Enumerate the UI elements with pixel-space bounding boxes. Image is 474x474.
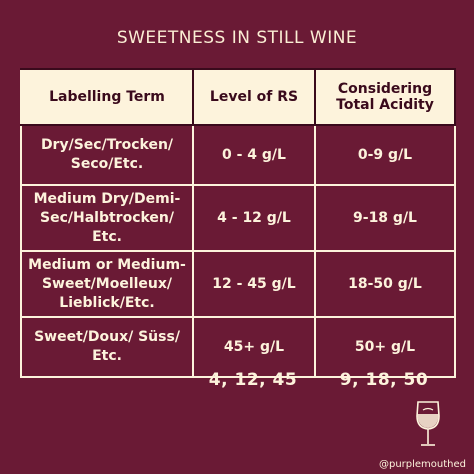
table-row: Dry/Sec/Trocken/ Seco/Etc. 0 - 4 g/L 0-9… <box>20 124 456 186</box>
table-header-row: Labelling Term Level of RS Considering T… <box>20 68 456 126</box>
cell-ta: 50+ g/L <box>314 316 456 378</box>
sweetness-table: Labelling Term Level of RS Considering T… <box>20 68 456 378</box>
cell-ta: 0-9 g/L <box>314 124 456 186</box>
cell-term: Sweet/Doux/ Süss/ Etc. <box>20 316 194 378</box>
cell-ta: 18-50 g/L <box>314 250 456 318</box>
header-total-acidity: Considering Total Acidity <box>314 68 456 126</box>
sweetness-table-container: Labelling Term Level of RS Considering T… <box>20 68 456 378</box>
wine-glass-icon <box>416 401 440 446</box>
cell-ta: 9-18 g/L <box>314 184 456 252</box>
cell-rs: 12 - 45 g/L <box>192 250 316 318</box>
header-labelling-term: Labelling Term <box>20 68 194 126</box>
summary-ta-thresholds: 9, 18, 50 <box>339 370 429 390</box>
table-row: Medium Dry/Demi-Sec/Halbtrocken/ Etc. 4 … <box>20 184 456 252</box>
cell-rs: 0 - 4 g/L <box>192 124 316 186</box>
cell-term: Dry/Sec/Trocken/ Seco/Etc. <box>20 124 194 186</box>
social-handle: @purplemouthed <box>378 459 466 470</box>
cell-term: Medium Dry/Demi-Sec/Halbtrocken/ Etc. <box>20 184 194 252</box>
cell-rs: 4 - 12 g/L <box>192 184 316 252</box>
header-level-of-rs: Level of RS <box>192 68 316 126</box>
summary-rs-thresholds: 4, 12, 45 <box>208 370 298 390</box>
page-title: SWEETNESS IN STILL WINE <box>116 28 358 48</box>
cell-rs: 45+ g/L <box>192 316 316 378</box>
cell-term: Medium or Medium-Sweet/Moelleux/ Lieblic… <box>20 250 194 318</box>
table-row: Sweet/Doux/ Süss/ Etc. 45+ g/L 50+ g/L <box>20 316 456 378</box>
table-row: Medium or Medium-Sweet/Moelleux/ Lieblic… <box>20 250 456 318</box>
